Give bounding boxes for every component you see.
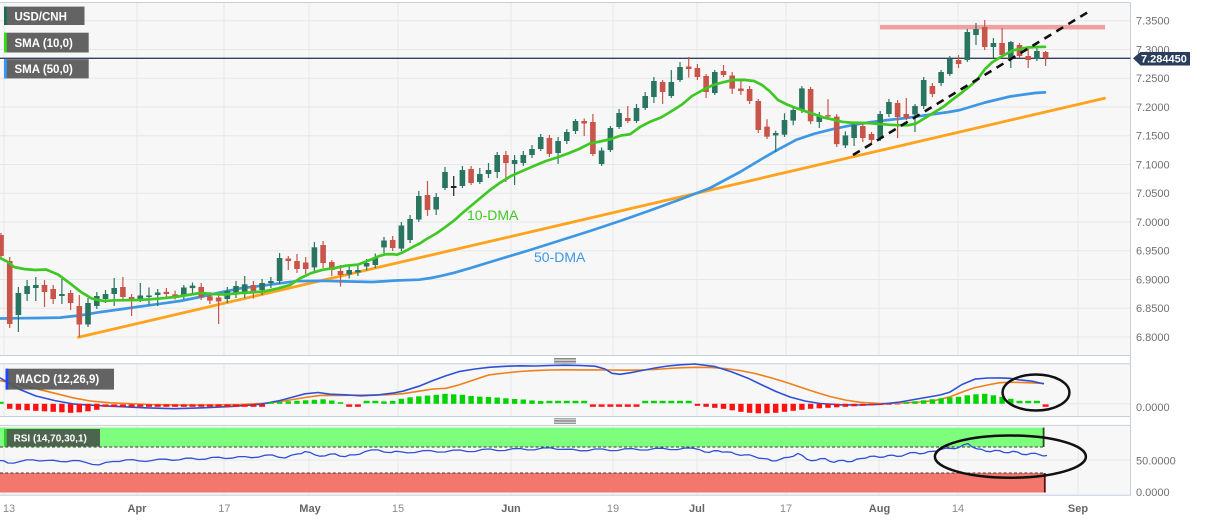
svg-text:0.0000: 0.0000 (1136, 487, 1170, 499)
svg-text:Apr: Apr (128, 503, 148, 515)
svg-text:Jun: Jun (501, 503, 521, 515)
svg-text:USD/CNH: USD/CNH (15, 12, 67, 24)
svg-text:50-DMA: 50-DMA (534, 249, 586, 265)
svg-text:Jul: Jul (689, 503, 705, 515)
svg-text:Aug: Aug (869, 503, 890, 515)
svg-text:7.0500: 7.0500 (1136, 188, 1170, 200)
svg-text:7.3500: 7.3500 (1136, 16, 1170, 28)
svg-text:50.0000: 50.0000 (1136, 456, 1176, 468)
svg-text:13: 13 (3, 503, 15, 515)
svg-text:14: 14 (952, 503, 964, 515)
svg-text:SMA (50,0): SMA (50,0) (15, 64, 74, 76)
svg-text:6.8500: 6.8500 (1136, 303, 1170, 315)
svg-text:RSI (14,70,30,1): RSI (14,70,30,1) (14, 434, 87, 445)
svg-text:MACD (12,26,9): MACD (12,26,9) (16, 374, 100, 386)
svg-text:May: May (299, 503, 321, 515)
svg-text:10-DMA: 10-DMA (467, 207, 519, 223)
svg-text:SMA (10,0): SMA (10,0) (15, 38, 74, 50)
svg-text:7.1000: 7.1000 (1136, 160, 1170, 172)
svg-text:7.2000: 7.2000 (1136, 102, 1170, 114)
svg-text:6.9000: 6.9000 (1136, 275, 1170, 287)
svg-text:17: 17 (218, 503, 230, 515)
svg-text:7.0000: 7.0000 (1136, 217, 1170, 229)
svg-text:6.8000: 6.8000 (1136, 332, 1170, 344)
svg-text:17: 17 (780, 503, 792, 515)
svg-text:0.0000: 0.0000 (1136, 402, 1170, 414)
svg-text:19: 19 (607, 503, 619, 515)
svg-text:Sep: Sep (1068, 503, 1088, 515)
svg-text:6.9500: 6.9500 (1136, 246, 1170, 258)
svg-text:7.284450: 7.284450 (1141, 54, 1187, 66)
svg-text:15: 15 (392, 503, 404, 515)
svg-text:7.1500: 7.1500 (1136, 131, 1170, 143)
svg-text:7.2500: 7.2500 (1136, 73, 1170, 85)
